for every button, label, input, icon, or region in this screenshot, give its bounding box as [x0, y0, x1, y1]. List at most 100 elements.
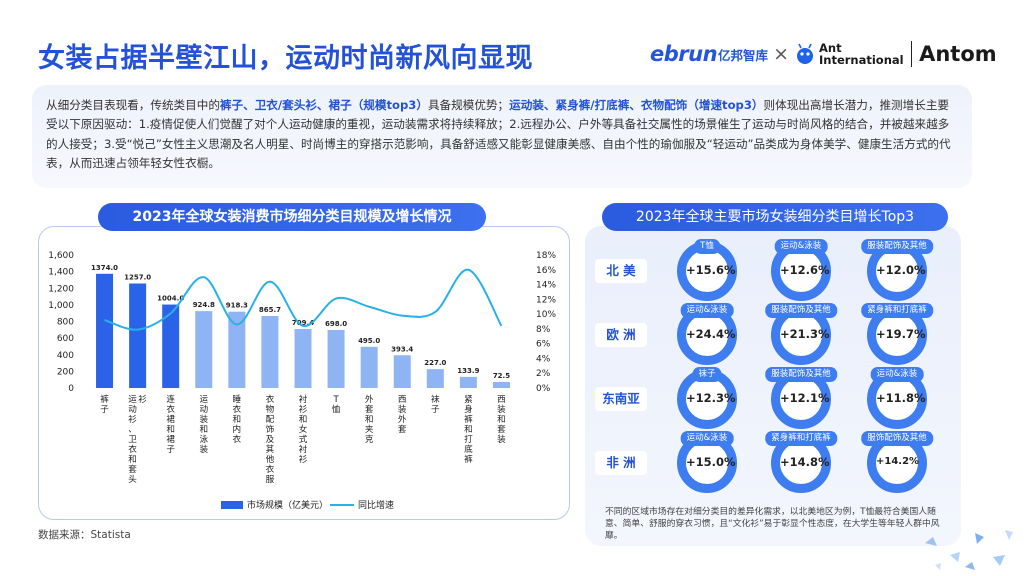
- region-label: 欧 洲: [595, 323, 647, 347]
- bar-10: [426, 369, 444, 388]
- bar-value-label: 133.9: [457, 367, 479, 375]
- category-tag: 服装配饰及其他: [765, 303, 837, 318]
- bar-value-label: 72.5: [493, 372, 510, 380]
- category-label-char: 衣: [266, 463, 275, 475]
- bar-5: [261, 316, 279, 388]
- category-label-char: 他: [266, 453, 275, 465]
- category-label-char: 衣: [266, 393, 275, 405]
- bar-11: [459, 376, 477, 388]
- category-label-char: 夹: [365, 423, 374, 435]
- category-label-char: 内: [233, 423, 242, 435]
- bar-value-label: 1374.0: [91, 264, 118, 272]
- growth-value: +11.8%: [876, 391, 926, 405]
- category-label-char: 衫: [138, 394, 147, 405]
- bar-1: [129, 283, 147, 388]
- y-right-tick-label: 4%: [536, 354, 551, 364]
- bar-2: [162, 304, 180, 388]
- category-label-char: 裤: [100, 393, 109, 405]
- bar-value-label: 865.7: [259, 306, 281, 314]
- category-label-char: 裤: [464, 453, 473, 465]
- category-label-char: 衣: [128, 443, 137, 455]
- bar-12: [492, 381, 510, 388]
- growth-value: +15.6%: [686, 263, 736, 277]
- category-label-char: 物: [266, 403, 275, 415]
- category-label-char: 饰: [266, 423, 275, 435]
- category-label-char: 紧: [464, 394, 473, 405]
- legend-line-label: 同比增速: [358, 499, 394, 511]
- region-note: 不同的区域市场存在对细分类目的差异化需求，以北美地区为例，T恤最符合美国人随意、…: [605, 507, 940, 542]
- ant-international-logo: Ant International: [819, 42, 904, 66]
- y-left-tick-label: 200: [57, 367, 74, 377]
- y-left-tick-label: 0: [68, 384, 74, 394]
- y-right-tick-label: 6%: [536, 340, 551, 350]
- category-label-char: 运: [199, 394, 208, 405]
- category-label-char: 女: [299, 423, 308, 435]
- category-tag: 运动&泳装: [870, 367, 924, 382]
- y-right-tick-label: 10%: [536, 310, 556, 320]
- category-tag: 运动&泳装: [774, 239, 828, 254]
- category-label-char: 裤: [464, 413, 473, 425]
- category-label-4: 睡衣和内衣: [233, 394, 242, 445]
- category-label-char: 衫: [299, 454, 308, 465]
- category-label-char: 头: [128, 474, 137, 485]
- category-label-0: 裤子: [100, 393, 109, 415]
- category-label-char: 装: [199, 443, 208, 455]
- y-left-tick-label: 800: [57, 318, 74, 328]
- category-label-char: 和: [199, 424, 208, 435]
- category-label-char: 套: [365, 403, 374, 415]
- ebrun-logo: ebrun: [650, 42, 718, 66]
- legend-bar-swatch: [221, 501, 243, 509]
- category-label-char: 衫: [128, 414, 137, 425]
- y-right-tick-label: 16%: [536, 266, 556, 276]
- category-tag: 服装配饰及其他: [765, 367, 837, 382]
- chart-title: 2023年全球女装消费市场细分类目规模及增长情况: [98, 203, 486, 231]
- intro-highlight-growth: 运动装、紧身裤/打底裤、衣物配饰（增速top3）: [509, 98, 764, 112]
- antom-logo: Antom: [919, 42, 997, 66]
- category-label-9: 西装外套: [398, 394, 407, 435]
- category-label-char: 西: [497, 394, 506, 405]
- region-label: 北 美: [595, 259, 647, 283]
- category-label-char: 和: [299, 414, 308, 425]
- category-label-char: 底: [464, 443, 473, 455]
- category-label-char: 其: [266, 444, 275, 455]
- category-label-6: 衬衫和女式衬衫: [299, 393, 308, 465]
- category-label-char: 子: [166, 444, 175, 455]
- category-label-char: 和: [233, 414, 242, 425]
- category-label-char: 装: [199, 413, 208, 425]
- category-label-char: 式: [299, 433, 308, 445]
- category-label-3: 运动装和泳装: [199, 394, 208, 455]
- growth-top3-title: 2023年全球主要市场女装细分类目增长Top3: [602, 203, 948, 231]
- bar-8: [360, 346, 378, 388]
- category-label-11: 紧身裤和打底裤: [464, 394, 473, 465]
- category-label-1: 衫: [138, 394, 147, 405]
- region-label: 东南亚: [595, 387, 647, 411]
- category-label-char: 裙: [166, 413, 175, 425]
- intro-paragraph: 从细分类目表现看，传统类目中的裤子、卫衣/套头衫、裙子（规模top3）具备规模优…: [32, 85, 972, 188]
- category-label-char: 配: [266, 414, 275, 425]
- y-right-tick-label: 12%: [536, 295, 556, 305]
- bar-3: [195, 311, 213, 388]
- growth-value: +12.3%: [686, 391, 736, 405]
- category-label-12: 西装和套装: [497, 394, 506, 445]
- category-tag: 运动&泳装: [680, 303, 734, 318]
- category-label-char: 套: [497, 423, 506, 435]
- category-label-char: 卫: [128, 435, 137, 445]
- category-label-char: 衫: [299, 404, 308, 415]
- category-label-char: 衣: [233, 403, 242, 415]
- category-label-char: 动: [128, 404, 137, 415]
- logo-separator: [910, 41, 913, 67]
- intro-text-2: 具备规模优势；: [427, 98, 510, 112]
- category-label-2: 连衣裙和裙子: [166, 393, 175, 455]
- category-label-char: 运: [128, 394, 137, 405]
- ebrun-logo-cn: 亿邦智库: [718, 47, 769, 63]
- y-left-tick-label: 1,600: [48, 251, 74, 261]
- category-label-char: T: [332, 395, 339, 405]
- bar-4: [228, 311, 246, 388]
- growth-value: +24.4%: [686, 327, 736, 341]
- bar-value-label: 1004.0: [157, 295, 184, 303]
- y-right-tick-label: 14%: [536, 281, 556, 291]
- category-label-char: 衣: [233, 433, 242, 445]
- category-label-char: 装: [398, 403, 407, 415]
- category-label-char: 恤: [332, 403, 341, 415]
